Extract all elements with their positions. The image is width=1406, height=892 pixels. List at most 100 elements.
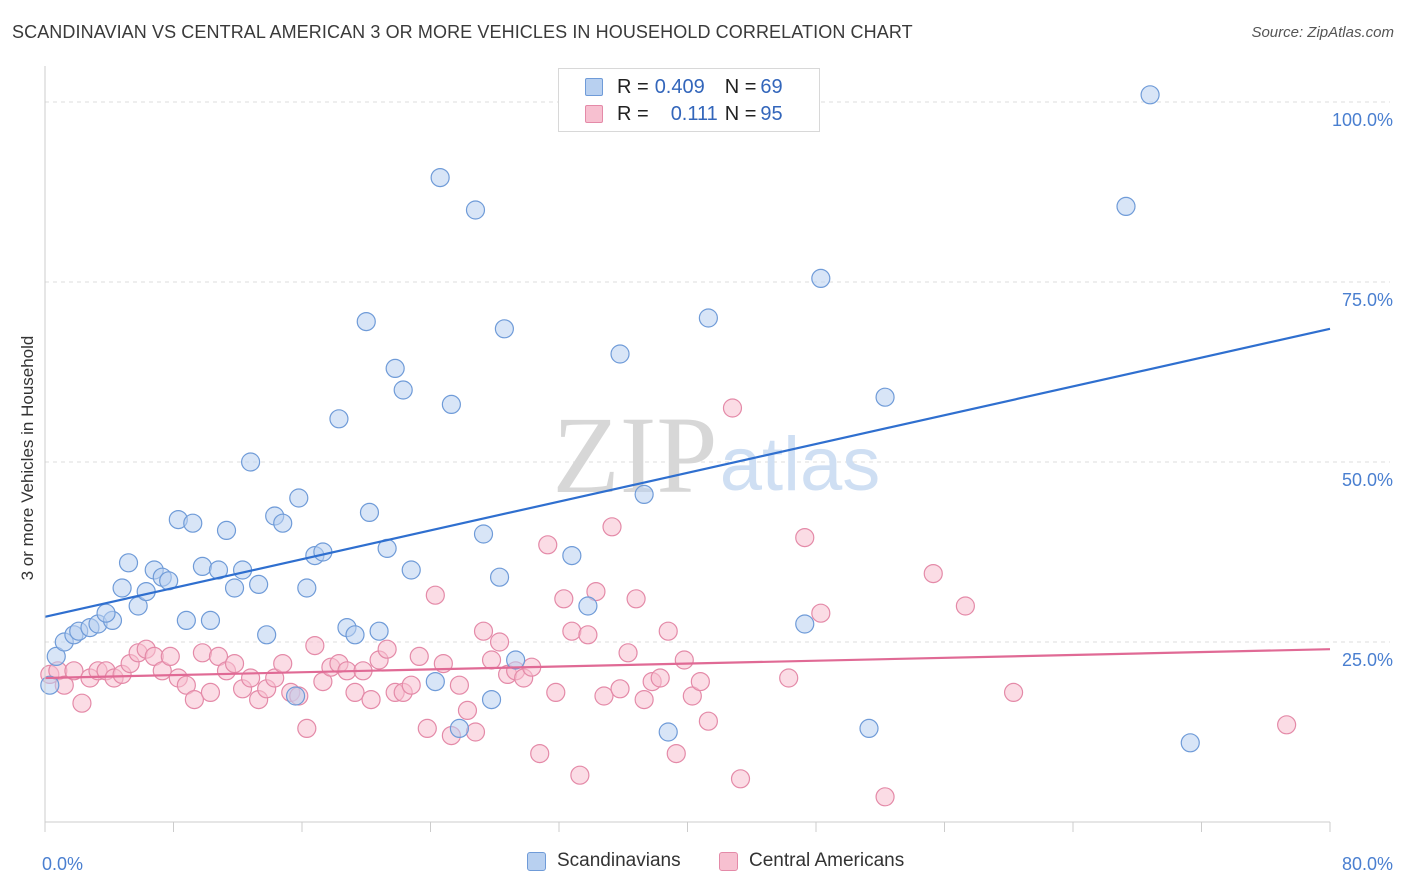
scandinavians-point <box>859 718 879 739</box>
scandinavians-point <box>297 578 317 598</box>
central-americans-point <box>297 718 317 739</box>
central-americans-point <box>345 682 365 703</box>
x-tick-label: 80.0% <box>1342 854 1393 874</box>
scandinavians-point <box>46 646 66 667</box>
n-value: 95 <box>760 102 783 125</box>
scandinavians-trend-line <box>44 327 1331 618</box>
scandinavians-point <box>192 556 213 577</box>
central-americans-point <box>425 585 445 605</box>
central-americans-point <box>562 621 582 641</box>
series-legend: Scandinavians Central Americans <box>0 850 1406 878</box>
central-americans-point <box>361 689 381 710</box>
scandinavians-point <box>112 578 132 598</box>
scandinavians-point <box>249 574 269 595</box>
scandinavians-point <box>658 722 678 742</box>
central-americans-point <box>594 686 614 706</box>
central-americans-point <box>305 635 325 656</box>
central-americans-point <box>779 668 799 688</box>
central-americans-point <box>200 682 221 703</box>
r-value: 0.409 <box>654 75 705 98</box>
r-label: R = <box>617 75 649 98</box>
y-tick-label: 50.0% <box>1342 470 1393 490</box>
pink-swatch <box>585 105 603 123</box>
scandinavians-point <box>369 621 389 641</box>
central-americans-point <box>658 621 678 641</box>
r-value: 0.111 <box>670 102 718 125</box>
stats-legend: R = 0.409 N = 69 R = 0.111 N = 95 <box>558 68 820 132</box>
scandinavians-point <box>359 502 380 523</box>
central-americans-point <box>698 711 718 731</box>
scandinavians-point <box>216 520 237 541</box>
scandinavians-point <box>183 513 203 533</box>
scandinavians-point <box>289 488 309 508</box>
central-americans-point <box>795 527 815 548</box>
scandinavians-point <box>224 578 245 598</box>
scandinavians-point <box>634 484 654 504</box>
blue-swatch <box>527 851 546 871</box>
central-americans-trend-line <box>44 648 1331 680</box>
stats-row-scandinavians: R = 0.409 N = 69 <box>585 74 783 100</box>
scandinavians-point <box>489 567 510 587</box>
n-label: N = <box>724 75 757 98</box>
central-americans-point <box>241 668 261 688</box>
central-americans-point <box>618 643 638 663</box>
central-americans-point <box>674 650 694 670</box>
scandinavians-point <box>401 560 421 580</box>
central-americans-point <box>449 675 470 695</box>
scandinavians-point <box>200 610 221 631</box>
central-americans-point <box>273 653 293 674</box>
scandinavians-point <box>329 409 349 429</box>
scandinavians-point <box>393 380 413 400</box>
blue-swatch <box>585 78 603 96</box>
scandinavians-point <box>425 671 445 692</box>
scandinavians-point <box>698 308 718 328</box>
central-americans-point <box>184 689 204 710</box>
n-value: 69 <box>760 75 783 98</box>
r-label: R = <box>617 102 649 125</box>
central-americans-point <box>401 675 421 695</box>
scandinavians-point <box>562 545 582 566</box>
legend-label: Scandinavians <box>557 850 681 871</box>
central-americans-point <box>1277 715 1297 735</box>
central-americans-point <box>457 700 478 721</box>
scandinavians-point <box>465 200 486 220</box>
central-americans-point <box>160 646 180 667</box>
legend-item-scandinavians: Scandinavians <box>527 850 681 872</box>
central-americans-point <box>690 671 710 692</box>
central-americans-point <box>192 643 213 663</box>
trend-lines <box>44 327 1331 680</box>
scandinavians-point <box>285 686 306 706</box>
scandinavians-point <box>795 614 815 634</box>
scandinavians-point <box>385 358 405 378</box>
central-americans-point <box>610 679 630 699</box>
scandinavians-point <box>481 689 502 710</box>
central-americans-point <box>417 718 437 739</box>
central-americans-point <box>578 625 598 645</box>
central-americans-point <box>377 639 397 659</box>
scandinavians-point <box>449 718 470 739</box>
stats-row-central-americans: R = 0.111 N = 95 <box>585 101 783 127</box>
central-americans-point <box>650 668 670 688</box>
central-americans-point <box>530 743 550 764</box>
scandinavians-point <box>473 524 494 544</box>
x-tick-label: 0.0% <box>42 854 83 874</box>
central-americans-point <box>955 596 975 616</box>
central-americans-point <box>176 675 196 695</box>
central-americans-point <box>811 603 831 623</box>
y-tick-label: 100.0% <box>1332 110 1393 130</box>
scandinavians-point <box>506 650 526 670</box>
central-americans-point <box>208 646 229 667</box>
source-credit: Source: ZipAtlas.com <box>1251 24 1394 41</box>
scandinavians-point <box>96 603 116 623</box>
legend-item-central-americans: Central Americans <box>719 850 904 872</box>
scandinavians-point <box>176 610 196 631</box>
scandinavians-point <box>875 387 895 407</box>
scandinavians-point <box>356 312 376 332</box>
y-axis-label: 3 or more Vehicles in Household <box>18 335 37 581</box>
central-americans-point <box>1003 682 1024 703</box>
central-americans-point <box>570 765 590 785</box>
central-americans-point <box>634 689 654 710</box>
scandinavians-point <box>257 625 277 645</box>
central-americans-point <box>72 693 92 713</box>
